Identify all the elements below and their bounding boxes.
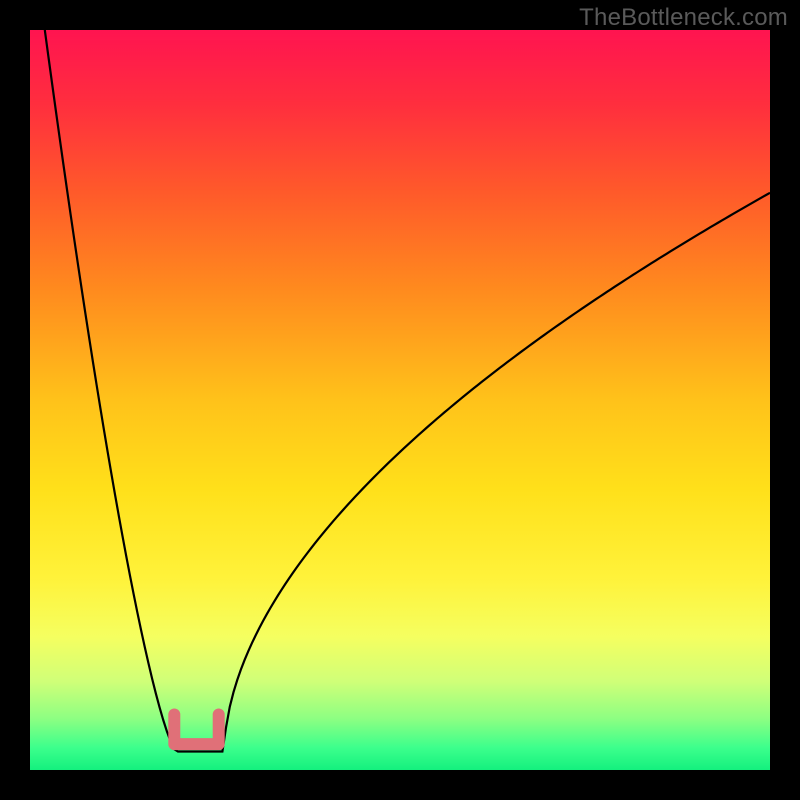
chart-svg [30, 30, 770, 770]
marker-u-band [174, 715, 218, 745]
chart-frame: TheBottleneck.com [0, 0, 800, 800]
bottleneck-curve [45, 30, 770, 752]
plot-area [30, 30, 770, 770]
watermark-text: TheBottleneck.com [579, 4, 788, 32]
